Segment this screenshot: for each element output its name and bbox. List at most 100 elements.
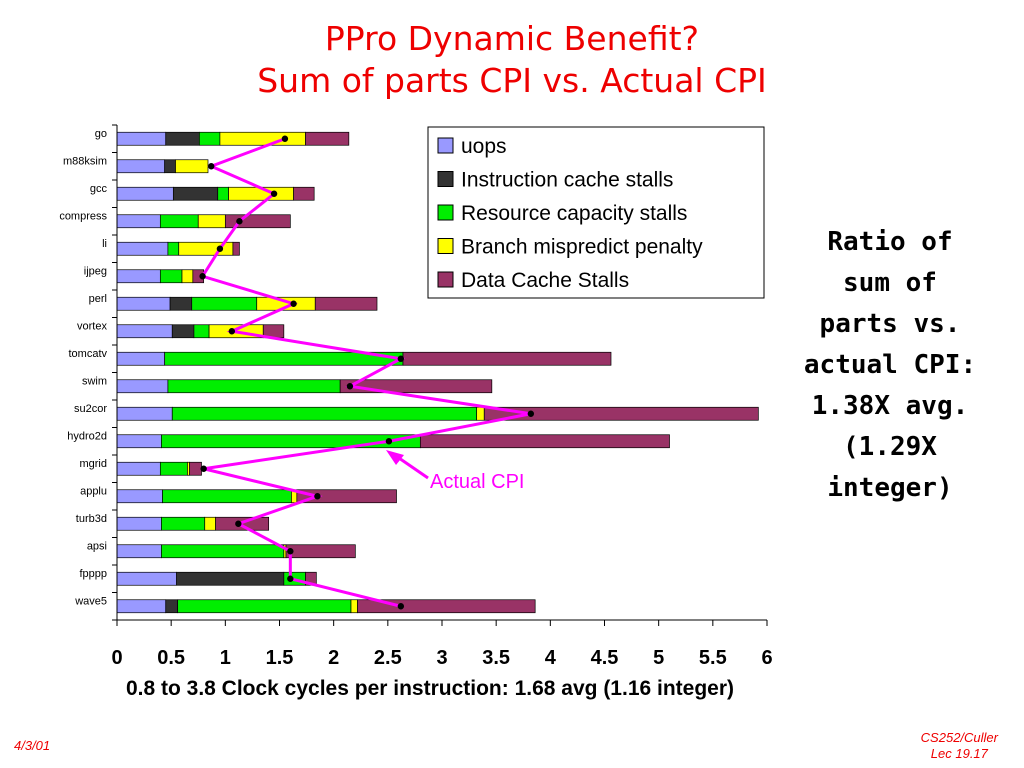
bar-segment-mgrid-2 — [159, 461, 188, 476]
bar-segment-turb3d-0 — [116, 516, 162, 531]
footer-lecture-number: Lec 19.17 — [930, 746, 988, 761]
category-label-swim: swim — [82, 375, 107, 387]
legend-label-3: Branch mispredict penalty — [461, 236, 703, 259]
actual-cpi-point-mgrid — [200, 465, 207, 472]
category-label-fpppp: fpppp — [79, 568, 107, 580]
bar-segment-su2cor-0 — [116, 406, 173, 421]
actual-cpi-point-li — [216, 245, 224, 252]
actual-cpi-point-wave5 — [397, 603, 405, 610]
actual-cpi-arrow-shaft — [395, 454, 429, 480]
actual-cpi-point-go — [281, 135, 289, 142]
actual-cpi-point-applu — [314, 493, 321, 500]
category-label-compress: compress — [59, 210, 107, 222]
legend-label-4: Data Cache Stalls — [461, 269, 629, 292]
actual-cpi-annotation: Actual CPI — [430, 471, 524, 493]
bar-segment-applu-0 — [116, 489, 163, 504]
bar-segment-wave5-4 — [357, 599, 536, 614]
bar-segment-li-4 — [232, 241, 240, 256]
bar-segment-ijpeg-0 — [116, 269, 161, 284]
slide-title-line2: Sum of parts CPI vs. Actual CPI — [257, 61, 767, 100]
actual-cpi-point-m88ksim — [208, 163, 215, 170]
bar-segment-gcc-0 — [116, 186, 174, 201]
actual-cpi-point-gcc — [270, 190, 278, 197]
bar-segment-gcc-4 — [293, 186, 315, 201]
x-tick-label-9: 4.5 — [591, 647, 619, 669]
x-tick-label-12: 6 — [761, 647, 772, 669]
bar-segment-hydro2d-0 — [116, 434, 162, 449]
bar-segment-wave5-0 — [116, 599, 167, 614]
bar-segment-applu-4 — [296, 489, 397, 504]
legend-swatch-3 — [437, 238, 454, 254]
bar-segment-li-0 — [116, 241, 169, 256]
bar-segment-wave5-2 — [177, 599, 352, 614]
footer-date: 4/3/01 — [14, 738, 51, 753]
bar-segment-gcc-1 — [172, 186, 219, 201]
legend-swatch-1 — [437, 171, 454, 187]
bar-segment-apsi-4 — [285, 544, 356, 559]
legend-swatch-2 — [437, 204, 454, 221]
bar-segment-turb3d-3 — [204, 516, 216, 531]
bar-segment-compress-3 — [197, 214, 226, 229]
bar-segment-m88ksim-0 — [116, 159, 166, 174]
category-label-su2cor: su2cor — [74, 403, 107, 415]
category-label-m88ksim: m88ksim — [63, 155, 107, 167]
actual-cpi-arrow-head — [386, 450, 404, 465]
bar-segment-su2cor-3 — [476, 406, 485, 421]
bar-segment-swim-4 — [339, 379, 493, 394]
bar-segment-turb3d-2 — [161, 516, 206, 531]
x-tick-label-1: 0.5 — [157, 647, 185, 669]
bar-segment-go-0 — [116, 131, 167, 146]
bar-segment-li-2 — [167, 241, 180, 256]
category-label-go: go — [95, 128, 107, 140]
slide-title-line1: PPro Dynamic Benefit? — [324, 19, 700, 58]
actual-cpi-point-ijpeg — [199, 273, 206, 280]
bar-segment-su2cor-4 — [483, 406, 759, 421]
actual-cpi-point-fpppp — [287, 575, 294, 582]
x-tick-label-11: 5.5 — [699, 647, 727, 669]
bar-segment-tomcatv-4 — [402, 351, 612, 366]
bar-segment-hydro2d-4 — [419, 434, 670, 449]
bar-segment-apsi-2 — [161, 544, 285, 559]
bar-segment-apsi-0 — [116, 544, 162, 559]
x-tick-label-2: 1 — [220, 647, 231, 669]
category-label-vortex: vortex — [77, 320, 107, 332]
bar-segment-m88ksim-1 — [164, 159, 176, 174]
x-tick-label-3: 1.5 — [266, 647, 294, 669]
bar-segment-swim-0 — [116, 379, 169, 394]
chart-legend: uops Instruction cache stalls Resource cap… — [427, 126, 765, 299]
category-label-tomcatv: tomcatv — [68, 348, 107, 360]
actual-cpi-point-turb3d — [235, 520, 242, 527]
actual-cpi-line — [200, 137, 532, 608]
actual-cpi-point-apsi — [287, 548, 294, 555]
actual-cpi-point-vortex — [228, 328, 236, 335]
x-tick-label-4: 2 — [328, 647, 339, 669]
bar-segment-go-3 — [219, 131, 306, 146]
actual-cpi-point-hydro2d — [385, 438, 393, 445]
bar-segment-perl-1 — [169, 296, 193, 311]
category-label-mgrid: mgrid — [79, 458, 107, 470]
bar-segment-ijpeg-3 — [181, 269, 194, 284]
category-label-wave5: wave5 — [74, 595, 107, 607]
category-label-applu: applu — [80, 485, 107, 497]
bar-segment-compress-0 — [116, 214, 161, 229]
actual-cpi-point-compress — [236, 218, 243, 225]
legend-label-1: Instruction cache stalls — [461, 169, 673, 192]
bar-segment-su2cor-2 — [171, 406, 478, 421]
actual-cpi-point-perl — [290, 300, 297, 307]
bar-segment-swim-2 — [167, 379, 341, 394]
bar-segment-mgrid-4 — [189, 461, 202, 476]
category-label-ijpeg: ijpeg — [84, 265, 107, 277]
ratio-note: Ratio of sum of parts vs. actual CPI: 1.… — [803, 227, 977, 503]
category-label-apsi: apsi — [87, 540, 107, 552]
bar-segment-ijpeg-2 — [159, 269, 183, 284]
legend-label-0: uops — [461, 135, 507, 158]
bar-segment-compress-2 — [159, 214, 199, 229]
legend-box — [427, 126, 765, 299]
category-label-turb3d: turb3d — [76, 513, 107, 525]
bar-segment-perl-0 — [116, 296, 171, 311]
bar-segment-perl-4 — [314, 296, 378, 311]
bar-segment-go-4 — [305, 131, 350, 146]
bar-segment-fpppp-0 — [116, 571, 177, 586]
legend-swatch-4 — [437, 271, 454, 288]
